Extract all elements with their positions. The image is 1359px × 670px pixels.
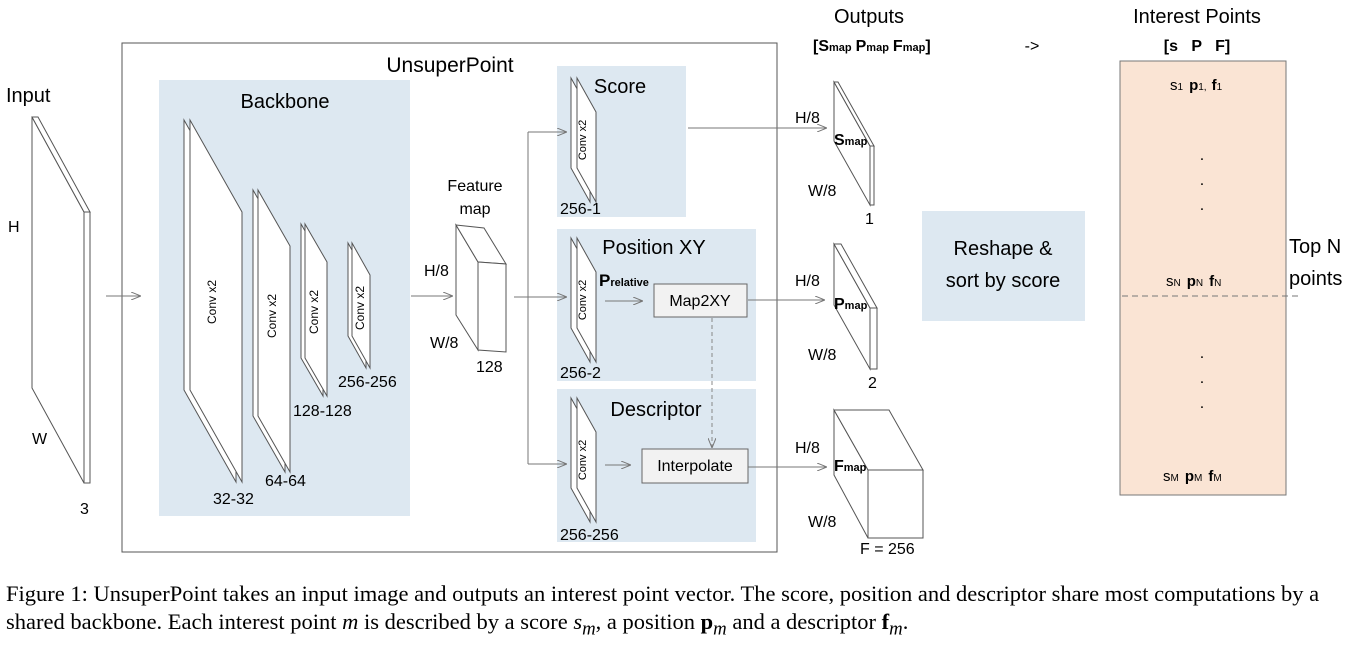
svg-text:.: .: [1200, 345, 1204, 362]
top-n-label-1: Top N: [1289, 236, 1341, 258]
smap-slab: [833, 80, 875, 207]
feature-map-label-2: map: [459, 201, 490, 218]
ellipsis-dots: . . . . . .: [1200, 147, 1204, 412]
smap-h: H/8: [795, 110, 820, 127]
descriptor-label: Descriptor: [610, 399, 701, 421]
feature-map-h: H/8: [424, 263, 449, 280]
position-dims: 256-2: [560, 365, 601, 382]
backbone-layer-2-dims: 64-64: [265, 473, 306, 490]
svg-text:.: .: [1200, 147, 1204, 164]
branch-arrows: [514, 132, 566, 464]
score-label: Score: [594, 76, 646, 98]
reshape-panel: [922, 211, 1085, 321]
feature-map-label-1: Feature: [447, 178, 502, 195]
architecture-diagram: UnsuperPoint Input H W 3 Backbone Conv x…: [6, 6, 1342, 558]
interest-point-row-m: sM pM fM: [1163, 468, 1222, 485]
backbone-layer-3-dims: 128-128: [293, 403, 352, 420]
feature-map-w: W/8: [430, 335, 459, 352]
outputs-bracket: [Smap Pmap Fmap]: [813, 38, 931, 55]
top-n-label-2: points: [1289, 268, 1342, 290]
backbone-layer-4-op: Conv x2: [353, 286, 367, 330]
input-c-label: 3: [80, 501, 89, 518]
backbone-layer-4: [347, 241, 371, 370]
backbone-layer-2: [252, 188, 291, 474]
backbone-label: Backbone: [241, 91, 330, 113]
interest-points-bracket: [s P F]: [1164, 38, 1230, 55]
fmap-cuboid: [833, 408, 924, 539]
map2xy-label: Map2XY: [669, 293, 731, 310]
pmap-slab: [833, 242, 878, 371]
pmap-h: H/8: [795, 273, 820, 290]
p-relative-label: Prelative: [599, 271, 649, 290]
output-arrows: [688, 128, 826, 467]
input-h-label: H: [8, 219, 20, 236]
smap-label: Smap: [834, 132, 868, 149]
fmap-w: W/8: [808, 514, 837, 531]
fmap-c: F = 256: [860, 541, 915, 558]
interpolate-box: [641, 448, 749, 484]
feature-map-cuboid: [455, 223, 507, 353]
position-conv-op: Conv x2: [577, 280, 589, 320]
pmap-w: W/8: [808, 347, 837, 364]
outputs-header: Outputs: [834, 6, 904, 28]
smap-w: W/8: [808, 183, 837, 200]
svg-text:.: .: [1200, 172, 1204, 189]
input-label: Input: [6, 85, 51, 107]
reshape-line-2: sort by score: [946, 270, 1060, 292]
position-conv: [570, 236, 597, 364]
backbone-layer-4-dims: 256-256: [338, 374, 397, 391]
fmap-label: Fmap: [834, 458, 867, 475]
score-conv: [570, 76, 597, 204]
input-w-label: W: [32, 431, 48, 448]
fmap-h: H/8: [795, 440, 820, 457]
position-label: Position XY: [602, 237, 705, 259]
input-slab: [31, 116, 91, 484]
interest-points-header: Interest Points: [1133, 6, 1261, 28]
interpolate-label: Interpolate: [657, 458, 733, 475]
smap-c: 1: [865, 211, 874, 228]
svg-text:.: .: [1200, 197, 1204, 214]
backbone-layer-3-op: Conv x2: [307, 290, 321, 334]
interest-points-panel: [1119, 60, 1287, 496]
figure-caption: Figure 1: UnsuperPoint takes an input im…: [6, 581, 1320, 640]
outputs-arrow: ->: [1025, 38, 1040, 55]
interest-point-row-n: sN pN fN: [1166, 273, 1221, 290]
feature-map-c: 128: [476, 359, 503, 376]
unsuperpoint-title: UnsuperPoint: [386, 54, 513, 77]
descriptor-dims: 256-256: [560, 527, 619, 544]
svg-text:.: .: [1200, 370, 1204, 387]
interest-point-row-1: s1 p1, f1: [1170, 77, 1223, 94]
backbone-layer-3: [300, 222, 328, 398]
descriptor-conv: [570, 396, 597, 524]
backbone-layer-1: [183, 118, 243, 484]
reshape-line-1: Reshape &: [954, 238, 1054, 260]
svg-text:.: .: [1200, 395, 1204, 412]
backbone-layer-2-op: Conv x2: [265, 294, 279, 338]
pmap-c: 2: [868, 375, 877, 392]
backbone-layer-1-op: Conv x2: [205, 280, 219, 324]
pmap-label: Pmap: [834, 296, 868, 313]
score-conv-op: Conv x2: [577, 120, 589, 160]
score-dims: 256-1: [560, 201, 601, 218]
map2xy-box: [653, 283, 748, 318]
descriptor-conv-op: Conv x2: [577, 440, 589, 480]
backbone-layer-1-dims: 32-32: [213, 491, 254, 508]
unsuperpoint-frame: [121, 42, 778, 553]
